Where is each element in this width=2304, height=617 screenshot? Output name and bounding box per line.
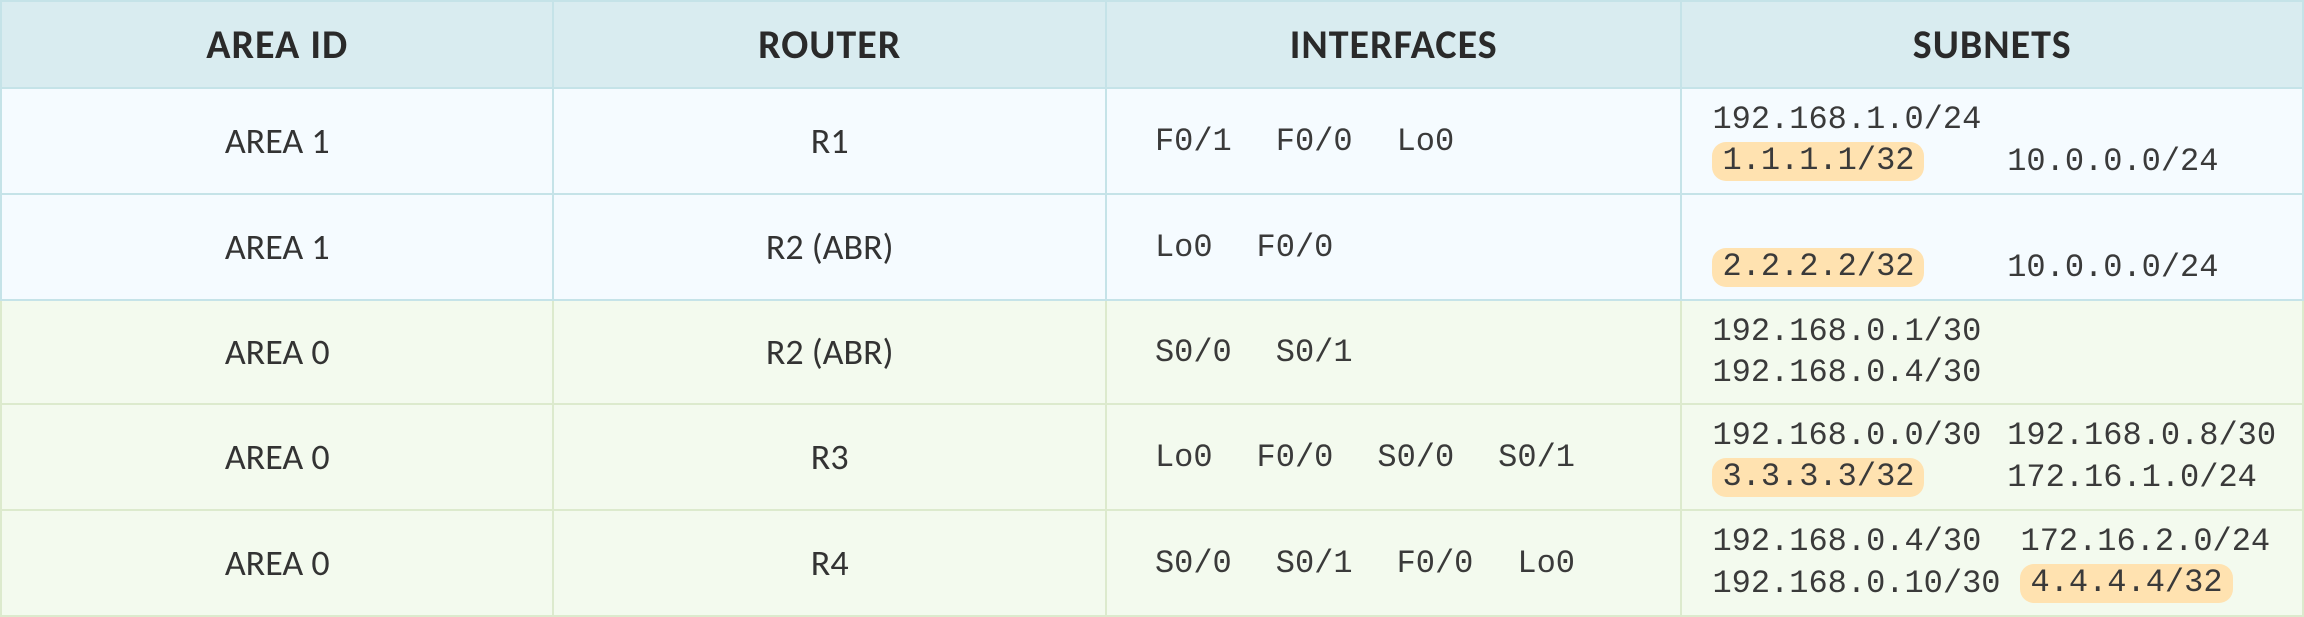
cell-interfaces: F0/1 F0/0 Lo0 bbox=[1106, 88, 1682, 194]
interface-item: S0/1 bbox=[1276, 545, 1353, 582]
interface-item: Lo0 bbox=[1517, 545, 1575, 582]
subnet-item bbox=[2007, 207, 2282, 244]
subnet-item bbox=[2007, 313, 2282, 350]
header-area-id: AREA ID bbox=[1, 1, 553, 88]
cell-interfaces: S0/0 S0/1 F0/0 Lo0 bbox=[1106, 510, 1682, 616]
header-subnets: SUBNETS bbox=[1681, 1, 2303, 88]
interface-item: F0/0 bbox=[1257, 229, 1334, 266]
interface-item: Lo0 bbox=[1397, 123, 1455, 160]
subnet-item: 192.168.0.4/30 bbox=[1712, 523, 2000, 560]
interface-item: F0/0 bbox=[1276, 123, 1353, 160]
cell-subnets: 192.168.0.4/30 172.16.2.0/24 192.168.0.10/… bbox=[1681, 510, 2303, 616]
cell-router: R1 bbox=[553, 88, 1105, 194]
cell-interfaces: Lo0 F0/0 bbox=[1106, 194, 1682, 300]
subnet-item: 192.168.0.8/30 bbox=[2007, 417, 2282, 454]
subnet-item: 192.168.1.0/24 bbox=[1712, 101, 1987, 138]
subnet-item: 172.16.2.0/24 bbox=[2020, 523, 2282, 560]
interface-item: F0/0 bbox=[1397, 545, 1474, 582]
table-row: AREA 1R1 F0/1 F0/0 Lo0 192.168.1.0/24 1.1.1.… bbox=[1, 88, 2303, 194]
table-header: AREA ID ROUTER INTERFACES SUBNETS bbox=[1, 1, 2303, 88]
cell-subnets: 192.168.0.1/30 192.168.0.4/30 bbox=[1681, 300, 2303, 404]
cell-subnets: 192.168.0.0/30 192.168.0.8/30 3.3.3.3/32 17… bbox=[1681, 404, 2303, 510]
interface-item: Lo0 bbox=[1155, 229, 1213, 266]
cell-area-id: AREA 0 bbox=[1, 300, 553, 404]
interface-item: S0/0 bbox=[1155, 545, 1232, 582]
subnet-item bbox=[1712, 207, 1987, 244]
cell-router: R4 bbox=[553, 510, 1105, 616]
subnet-item: 10.0.0.0/24 bbox=[2007, 249, 2282, 286]
interface-item: S0/1 bbox=[1276, 334, 1353, 371]
subnet-item: 3.3.3.3/32 bbox=[1712, 458, 1987, 497]
cell-area-id: AREA 0 bbox=[1, 510, 553, 616]
subnet-item: 10.0.0.0/24 bbox=[2007, 143, 2282, 180]
cell-subnets: 2.2.2.2/32 10.0.0.0/24 bbox=[1681, 194, 2303, 300]
cell-interfaces: Lo0 F0/0 S0/0 S0/1 bbox=[1106, 404, 1682, 510]
cell-router: R2 (ABR) bbox=[553, 194, 1105, 300]
subnet-item: 2.2.2.2/32 bbox=[1712, 248, 1987, 287]
subnet-item: 192.168.0.4/30 bbox=[1712, 354, 1987, 391]
table-body: AREA 1R1 F0/1 F0/0 Lo0 192.168.1.0/24 1.1.1.… bbox=[1, 88, 2303, 616]
subnet-item: 1.1.1.1/32 bbox=[1712, 142, 1987, 181]
subnet-item: 4.4.4.4/32 bbox=[2020, 564, 2282, 603]
subnet-item: 192.168.0.10/30 bbox=[1712, 565, 2000, 602]
table-row: AREA 0R2 (ABR) S0/0 S0/1 192.168.0.1/30 192… bbox=[1, 300, 2303, 404]
interface-item: S0/1 bbox=[1498, 439, 1575, 476]
table-row: AREA 0R3Lo0F0/0S0/0S0/1192.168.0.0/30192… bbox=[1, 404, 2303, 510]
ospf-area-table: AREA ID ROUTER INTERFACES SUBNETS AREA 1… bbox=[0, 0, 2304, 617]
table-row: AREA 1R2 (ABR) Lo0 F0/0 2.2.2.2/32 10.0.0.0… bbox=[1, 194, 2303, 300]
interface-item: Lo0 bbox=[1155, 439, 1213, 476]
interface-item: S0/0 bbox=[1377, 439, 1454, 476]
table-row: AREA 0R4 S0/0 S0/1 F0/0 Lo0 192.168.0.4/30 172… bbox=[1, 510, 2303, 616]
header-interfaces: INTERFACES bbox=[1106, 1, 1682, 88]
interface-item: S0/0 bbox=[1155, 334, 1232, 371]
cell-interfaces: S0/0 S0/1 bbox=[1106, 300, 1682, 404]
cell-area-id: AREA 1 bbox=[1, 194, 553, 300]
interface-item: F0/0 bbox=[1257, 439, 1334, 476]
cell-router: R3 bbox=[553, 404, 1105, 510]
cell-area-id: AREA 0 bbox=[1, 404, 553, 510]
subnet-item bbox=[2007, 354, 2282, 391]
cell-area-id: AREA 1 bbox=[1, 88, 553, 194]
interface-item: F0/1 bbox=[1155, 123, 1232, 160]
header-router: ROUTER bbox=[553, 1, 1105, 88]
subnet-item: 192.168.0.1/30 bbox=[1712, 313, 1987, 350]
cell-subnets: 192.168.1.0/24 1.1.1.1/32 10.0.0.0/24 bbox=[1681, 88, 2303, 194]
cell-router: R2 (ABR) bbox=[553, 300, 1105, 404]
subnet-item bbox=[2007, 101, 2282, 138]
subnet-item: 192.168.0.0/30 bbox=[1712, 417, 1987, 454]
subnet-item: 172.16.1.0/24 bbox=[2007, 459, 2282, 496]
